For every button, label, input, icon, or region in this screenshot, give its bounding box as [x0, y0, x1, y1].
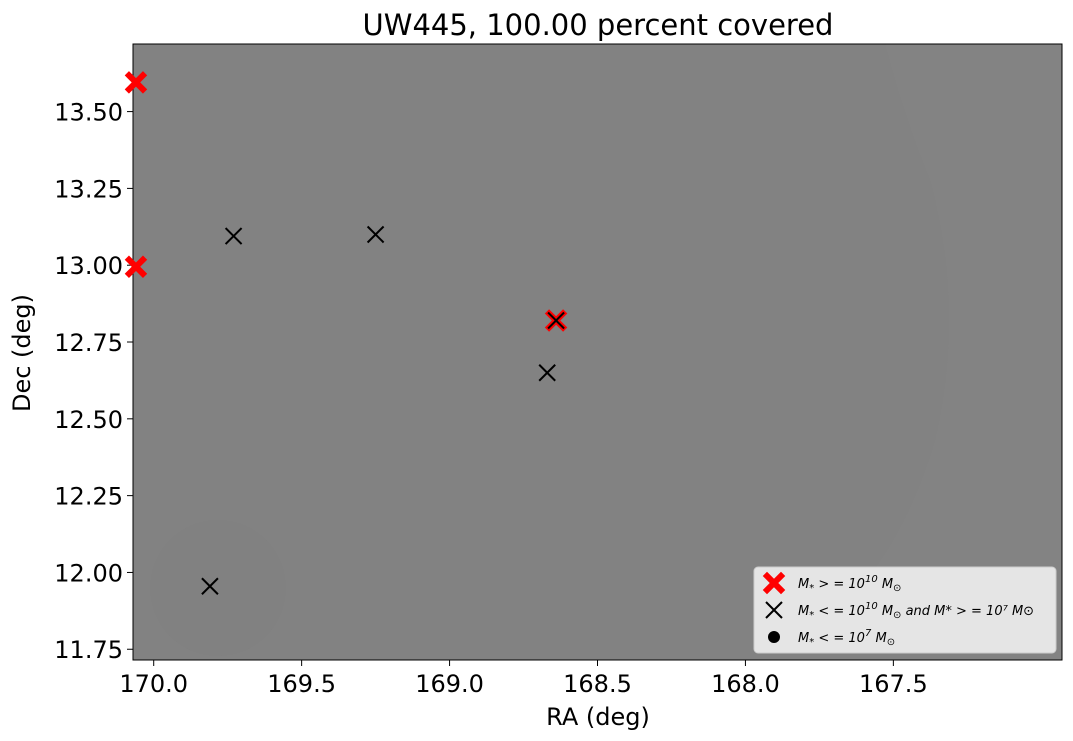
- coverage-arc: [820, 44, 1062, 660]
- x-tick-label: 167.5: [859, 670, 928, 698]
- y-axis: 11.75 12.00 12.25 12.50 12.75 13.00 13.25 13.50: [54, 99, 133, 664]
- y-tick-label: 13.25: [54, 175, 123, 203]
- data-point: [124, 71, 148, 94]
- x-axis-label: RA (deg): [546, 703, 650, 731]
- data-point: [538, 364, 556, 382]
- y-tick-label: 13.00: [54, 252, 123, 280]
- data-markers: [124, 71, 568, 595]
- legend-box: [753, 566, 1057, 654]
- x-tick-label: 170.0: [119, 670, 188, 698]
- data-point: [201, 577, 219, 595]
- chart-title: UW445, 100.00 percent covered: [363, 8, 834, 42]
- y-tick-label: 12.50: [54, 406, 123, 434]
- x-tick-label: 169.0: [415, 670, 484, 698]
- data-point: [547, 311, 565, 330]
- y-tick-label: 11.75: [54, 636, 123, 664]
- data-point: [124, 255, 148, 278]
- legend-marker: [762, 571, 786, 595]
- y-tick-label: 12.75: [54, 329, 123, 357]
- y-tick-label: 13.50: [54, 99, 123, 127]
- x-tick-label: 168.0: [711, 670, 780, 698]
- legend-marker: [765, 601, 783, 619]
- coverage-circle: [150, 520, 286, 656]
- data-point: [224, 227, 243, 245]
- x-tick-label: 168.5: [563, 670, 632, 698]
- y-tick-label: 12.00: [54, 559, 123, 587]
- legend-label: M* < = 107 M⊙: [798, 628, 895, 648]
- y-tick-label: 12.25: [54, 483, 123, 511]
- data-point: [366, 225, 385, 244]
- x-tick-label: 169.5: [267, 670, 336, 698]
- legend: M* > = 1010 M⊙ M* < = 1010 M⊙ and M* > = …: [753, 566, 1057, 654]
- y-axis-label: Dec (deg): [8, 294, 36, 412]
- plot-area: [132, 43, 1063, 661]
- legend-marker: [768, 631, 780, 643]
- legend-label: M* > = 1010 M⊙: [798, 574, 901, 594]
- legend-label: M* < = 1010 M⊙ and M* > = 10⁷ M⊙: [798, 601, 1034, 621]
- x-axis: 170.0 169.5 169.0 168.5 168.0 167.5: [119, 660, 928, 698]
